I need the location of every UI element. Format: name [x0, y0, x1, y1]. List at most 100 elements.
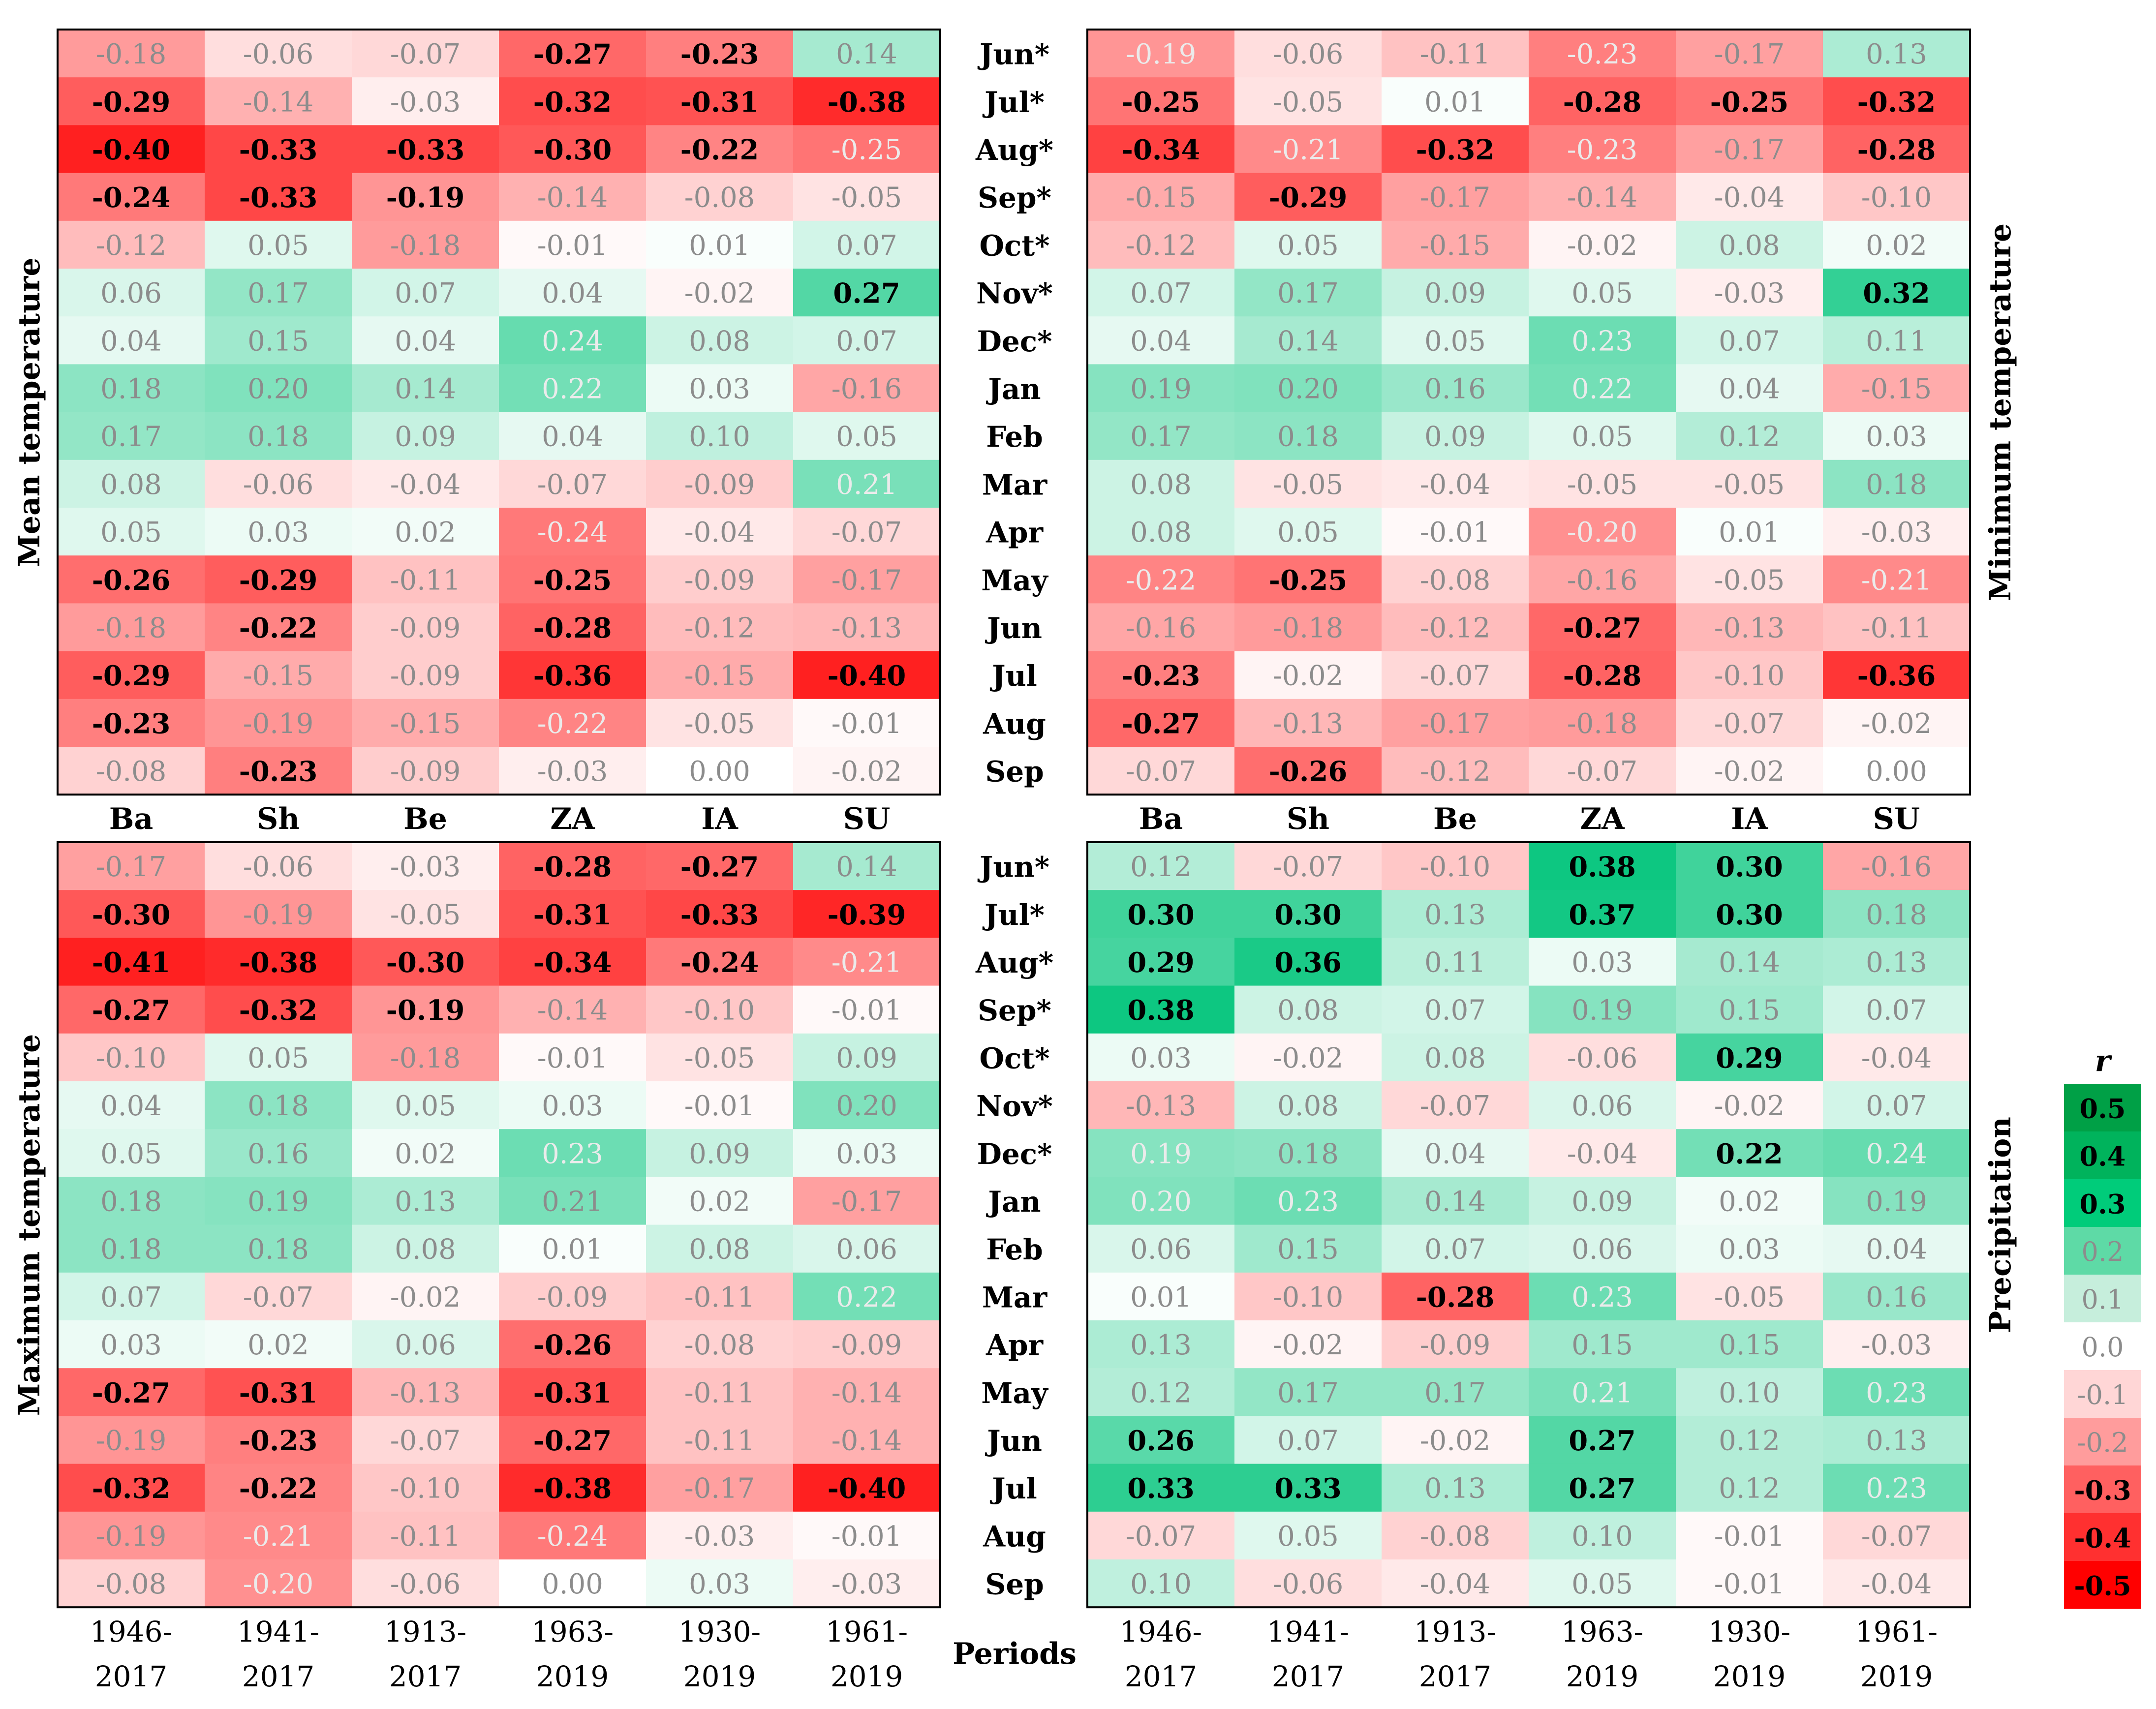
cell-value-label: -0.01 [832, 1521, 902, 1553]
heatmap-cell [1823, 1081, 1971, 1129]
cell-value-label: -0.26 [1269, 756, 1348, 788]
cell-value-label: 0.08 [1719, 230, 1780, 262]
heatmap-cell [1087, 1177, 1235, 1225]
heatmap-cell [793, 316, 941, 365]
cell-value-label: -0.24 [92, 182, 171, 214]
cell-value-label: -0.04 [1714, 182, 1785, 214]
heatmap-cell [1823, 220, 1971, 269]
heatmap-cell [352, 747, 499, 795]
cell-value-label: -0.23 [239, 756, 318, 788]
cell-value-label: -0.18 [96, 612, 167, 644]
heatmap-cell [1529, 269, 1676, 317]
cell-value-label: 0.12 [1719, 1473, 1780, 1505]
heatmap-cell [58, 1033, 205, 1082]
heatmap-cell [499, 1320, 647, 1369]
heatmap-cell [205, 125, 352, 174]
cell-value-label: -0.14 [832, 1377, 902, 1409]
cell-value-label: -0.02 [832, 756, 902, 788]
cell-value-label: 0.17 [1130, 421, 1192, 453]
cell-value-label: 0.07 [836, 230, 897, 262]
cell-value-label: -0.05 [1273, 469, 1344, 501]
cell-value-label: -0.23 [1122, 660, 1201, 692]
heatmap-cell [205, 30, 352, 78]
cell-value-label: 0.22 [542, 373, 603, 405]
month-label: Feb [986, 1233, 1043, 1266]
heatmap-cell [793, 1559, 941, 1608]
heatmap-cell [793, 1033, 941, 1082]
cell-value-label: 0.02 [395, 1138, 456, 1170]
heatmap-cell [1676, 985, 1823, 1034]
cell-value-label: 0.18 [247, 421, 309, 453]
heatmap-cell [1529, 747, 1676, 795]
heatmap-cell [1823, 1416, 1971, 1465]
heatmap-cell [793, 1272, 941, 1321]
heatmap-cell [205, 77, 352, 125]
cell-value-label: -0.01 [1420, 517, 1491, 549]
heatmap-cell [1529, 125, 1676, 174]
cell-value-label: 0.05 [1277, 517, 1339, 549]
heatmap-cell [1087, 1559, 1235, 1608]
cell-value-label: -0.25 [1269, 564, 1348, 597]
month-label: Mar [982, 468, 1048, 501]
cell-value-label: 0.05 [836, 421, 897, 453]
heatmap-cell [1234, 1464, 1382, 1512]
period-end-label: 2019 [831, 1660, 903, 1693]
legend-label: 0.5 [2080, 1093, 2126, 1125]
cell-value-label: -0.04 [1861, 1042, 1932, 1074]
heatmap-cell [1087, 651, 1235, 700]
cell-value-label: 0.21 [1571, 1377, 1633, 1409]
period-start-label: 1930- [1708, 1615, 1790, 1648]
heatmap-cell [793, 1129, 941, 1177]
heatmap-cell [58, 364, 205, 413]
heatmap-cell [1382, 985, 1529, 1034]
cell-value-label: -0.07 [1273, 851, 1344, 883]
cell-value-label: -0.40 [92, 134, 171, 166]
heatmap-cell [1087, 1081, 1235, 1129]
legend-label: -0.3 [2074, 1475, 2131, 1506]
heatmap-cell [1234, 316, 1382, 365]
heatmap-cell [352, 459, 499, 508]
heatmap-cell [1382, 890, 1529, 938]
cell-value-label: 0.12 [1719, 1425, 1780, 1457]
heatmap-cell [58, 459, 205, 508]
month-label: Jul* [982, 86, 1045, 119]
site-label: Ba [1139, 802, 1183, 836]
heatmap-cell [352, 555, 499, 604]
heatmap-cell [1087, 1033, 1235, 1082]
heatmap-cell [499, 269, 647, 317]
cell-value-label: 0.10 [1130, 1568, 1192, 1600]
heatmap-cell [793, 1320, 941, 1369]
heatmap-cell [352, 1177, 499, 1225]
cell-value-label: -0.01 [537, 230, 608, 262]
heatmap-cell [1382, 77, 1529, 125]
legend-swatch [2064, 1322, 2141, 1371]
heatmap-cell [646, 30, 794, 78]
period-end-label: 2017 [389, 1660, 462, 1693]
heatmap-cell [1234, 412, 1382, 460]
heatmap-cell [1676, 316, 1823, 365]
heatmap-cell [1676, 555, 1823, 604]
heatmap-cell [205, 890, 352, 938]
cell-value-label: -0.14 [537, 182, 608, 214]
legend-swatch [2064, 1179, 2141, 1227]
heatmap-cell [1087, 220, 1235, 269]
heatmap-cell [58, 1272, 205, 1321]
heatmap-cell [793, 30, 941, 78]
heatmap-cell [499, 1464, 647, 1512]
cell-value-label: -0.13 [390, 1377, 461, 1409]
cell-value-label: 0.11 [1424, 947, 1486, 979]
cell-value-label: 0.14 [1719, 947, 1780, 979]
period-start-label: 1913- [1414, 1615, 1496, 1648]
heatmap-cell [1823, 1464, 1971, 1512]
cell-value-label: 0.05 [100, 517, 162, 549]
heatmap-cell [1676, 1368, 1823, 1416]
cell-value-label: 0.13 [1866, 38, 1927, 70]
cell-value-label: -0.03 [1861, 517, 1932, 549]
site-label: Be [403, 802, 447, 836]
heatmap-cell [352, 220, 499, 269]
heatmap-cell [793, 1224, 941, 1273]
cell-value-label: -0.32 [533, 86, 612, 119]
cell-value-label: -0.28 [1857, 134, 1936, 166]
heatmap-cell [205, 1368, 352, 1416]
period-end-label: 2017 [242, 1660, 315, 1693]
